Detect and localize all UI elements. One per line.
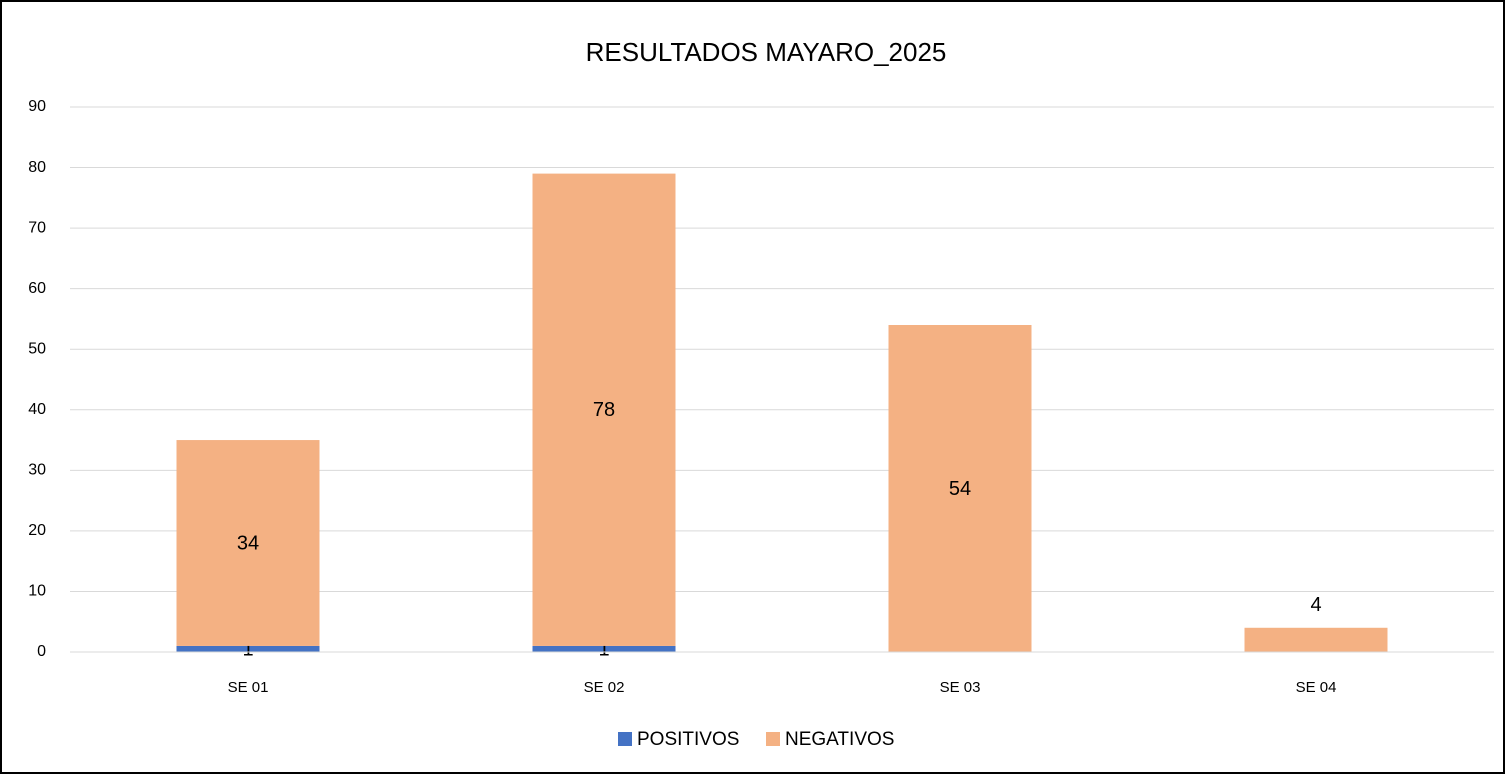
y-tick-label: 20 xyxy=(28,522,46,539)
data-label: 54 xyxy=(949,478,971,500)
legend-label: POSITIVOS xyxy=(637,729,739,750)
bar-segment xyxy=(176,645,320,652)
data-label: 4 xyxy=(1310,594,1321,616)
y-tick-label: 40 xyxy=(28,401,46,418)
y-tick-label: 30 xyxy=(28,462,46,479)
y-tick-label: 10 xyxy=(28,583,46,600)
data-label: 78 xyxy=(593,399,615,421)
y-tick-label: 0 xyxy=(37,643,46,660)
x-tick-label: SE 01 xyxy=(228,679,269,696)
y-tick-label: 70 xyxy=(28,219,46,236)
y-tick-label: 80 xyxy=(28,159,46,176)
x-tick-label: SE 02 xyxy=(584,679,625,696)
chart-title: RESULTADOS MAYARO_2025 xyxy=(586,37,947,67)
legend-swatch xyxy=(766,732,780,746)
x-tick-label: SE 04 xyxy=(1296,679,1337,696)
legend-label: NEGATIVOS xyxy=(785,729,894,750)
data-label: 1 xyxy=(598,638,609,660)
data-label: 1 xyxy=(242,638,253,660)
y-tick-label: 90 xyxy=(28,98,46,115)
bar-segment xyxy=(888,325,1032,652)
data-label: 34 xyxy=(237,532,259,554)
y-tick-label: 60 xyxy=(28,280,46,297)
bar-segment xyxy=(176,440,320,646)
bar-segment xyxy=(532,173,676,646)
y-tick-label: 50 xyxy=(28,340,46,357)
bar-segment xyxy=(1244,627,1388,652)
x-tick-label: SE 03 xyxy=(940,679,981,696)
bar-segment xyxy=(532,645,676,652)
legend-swatch xyxy=(618,732,632,746)
